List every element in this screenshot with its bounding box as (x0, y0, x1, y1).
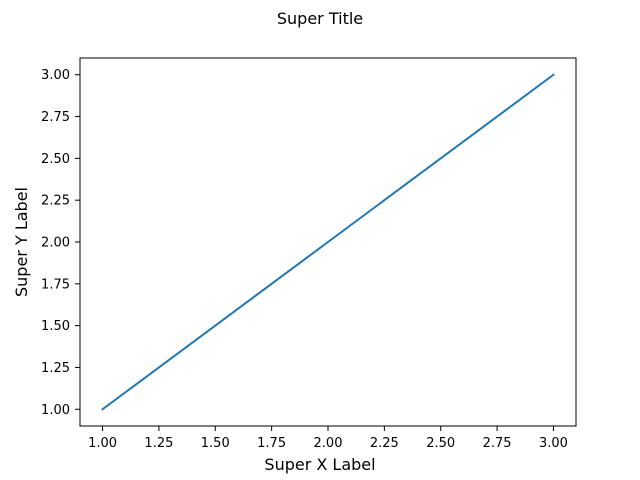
x-tick-label: 2.50 (426, 436, 455, 451)
y-tick-label: 1.75 (41, 277, 70, 292)
y-tick-label: 1.50 (41, 319, 70, 334)
y-axis-label: Super Y Label (12, 187, 31, 297)
chart-title: Super Title (277, 9, 363, 28)
series-line-0 (101, 73, 555, 411)
x-tick-label: 1.75 (257, 436, 286, 451)
y-tick-label: 1.00 (41, 403, 70, 418)
y-tick-label: 2.00 (41, 236, 70, 251)
plot-frame (79, 57, 577, 427)
y-tick-label: 1.25 (41, 361, 70, 376)
y-tick-label: 2.75 (41, 110, 70, 125)
x-tick-label: 1.50 (201, 436, 230, 451)
y-tick-label: 2.25 (41, 194, 70, 209)
y-tick-label: 2.50 (41, 152, 70, 167)
x-tick-label: 2.25 (370, 436, 399, 451)
x-tick-label: 2.75 (483, 436, 512, 451)
x-axis-label: Super X Label (264, 455, 375, 474)
x-tick-label: 3.00 (539, 436, 568, 451)
series-layer (101, 73, 555, 411)
x-axis-ticks: 1.00 1.25 1.50 1.75 2.00 2.25 2.50 2.75 3.00 (88, 426, 568, 451)
y-axis-ticks: 1.00 1.25 1.50 1.75 2.00 2.25 2.50 2.75 3.00 (41, 68, 80, 418)
x-tick-label: 1.00 (88, 436, 117, 451)
y-tick-label: 3.00 (41, 68, 70, 83)
x-tick-label: 1.25 (144, 436, 173, 451)
x-tick-label: 2.00 (314, 436, 343, 451)
